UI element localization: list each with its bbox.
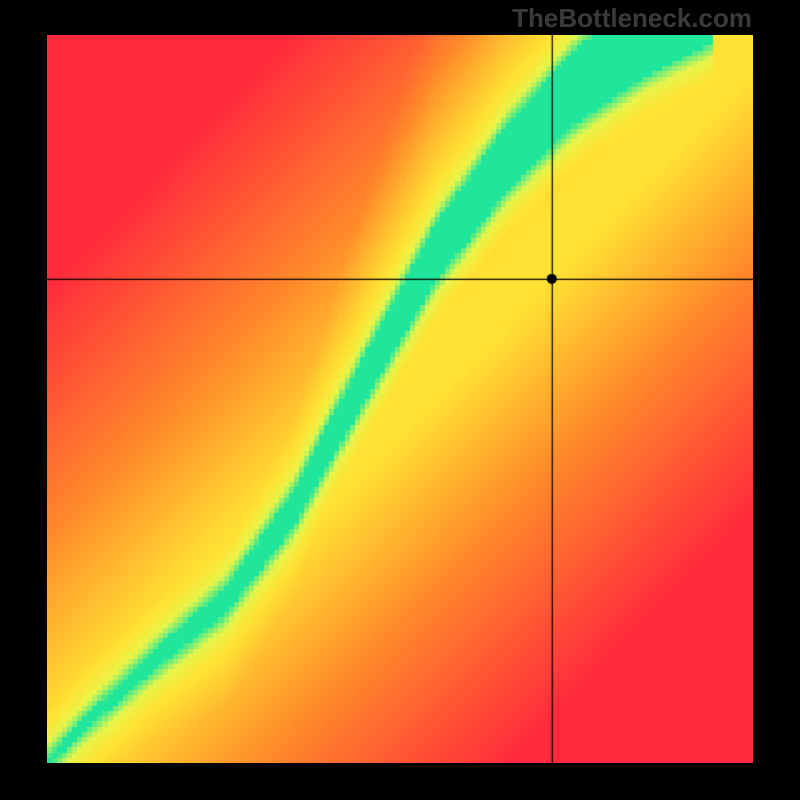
watermark-text: TheBottleneck.com — [512, 3, 752, 34]
chart-container: TheBottleneck.com — [0, 0, 800, 800]
bottleneck-heatmap — [47, 35, 753, 763]
